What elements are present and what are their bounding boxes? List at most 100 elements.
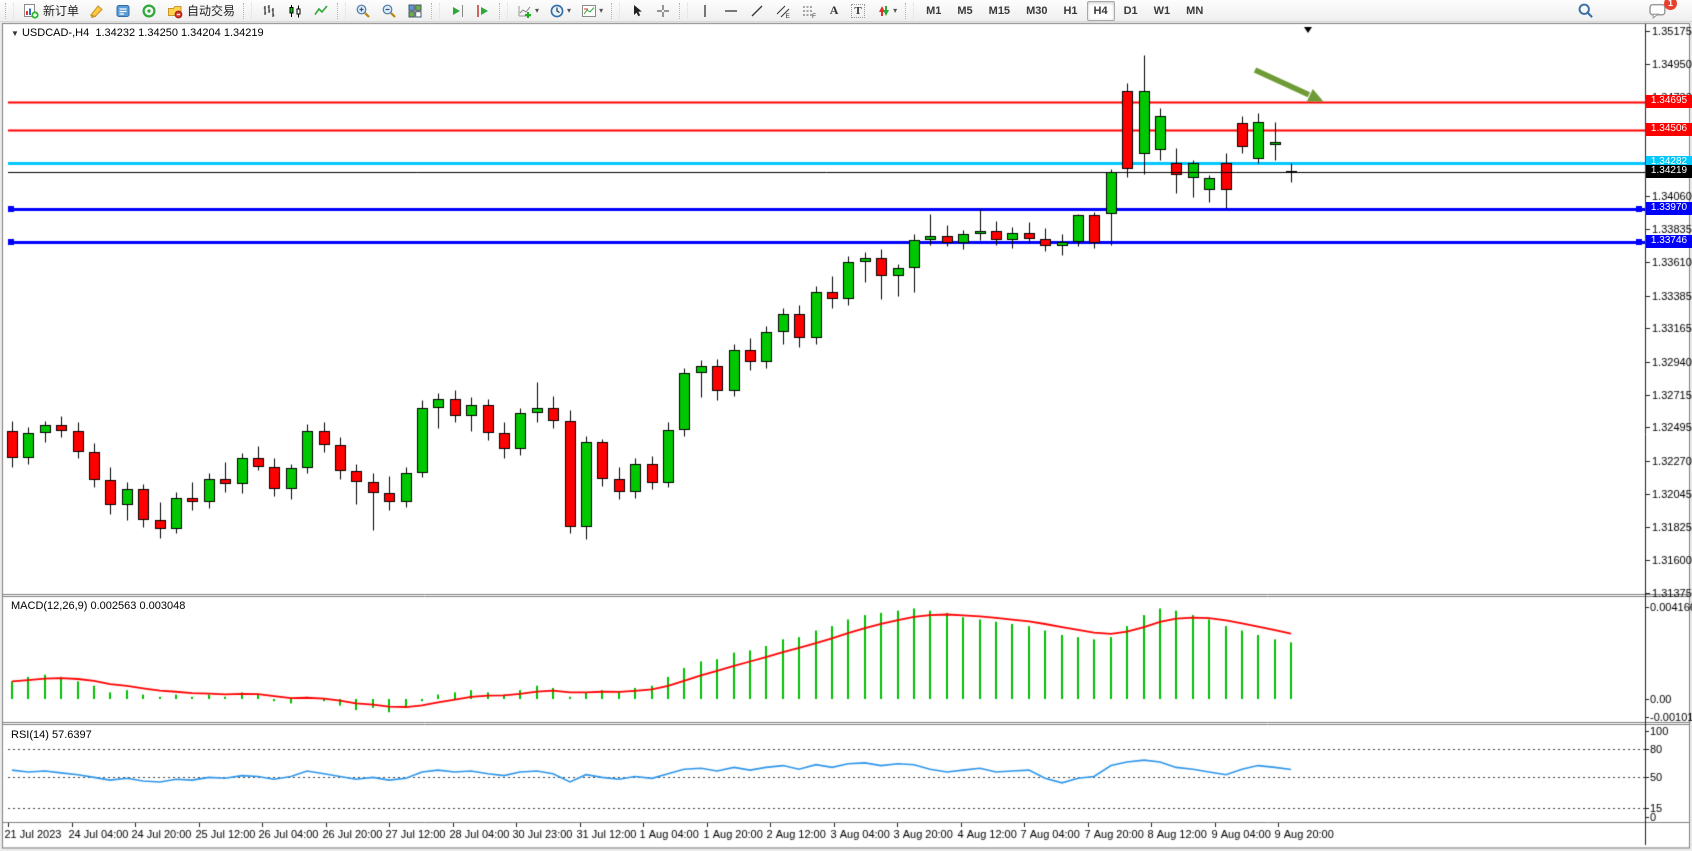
periods-button[interactable]: ▾ [545, 1, 575, 21]
ohlc-close: 1.34219 [223, 27, 264, 39]
tile-windows-icon [408, 4, 422, 17]
auto-trading-icon [168, 5, 183, 18]
vertical-line-icon [704, 4, 706, 17]
toolbar-grip[interactable] [243, 2, 253, 19]
cursor-icon [634, 4, 642, 16]
toolbar-grip[interactable] [499, 2, 509, 19]
candlestick-chart-button[interactable] [283, 1, 307, 21]
auto-scroll-icon [453, 4, 464, 17]
navigator-button[interactable] [137, 1, 161, 21]
trendline-button[interactable] [745, 1, 769, 21]
chevron-down-icon: ▾ [893, 6, 898, 15]
equidistant-channel-button[interactable]: E [771, 1, 795, 21]
auto-trading-label: 自动交易 [187, 4, 236, 18]
zoom-out-icon [382, 4, 396, 18]
clock-icon [550, 4, 564, 17]
market-watch-icon [90, 4, 103, 18]
navigator-icon [142, 3, 156, 18]
fibonacci-button[interactable]: F [797, 1, 821, 21]
cursor-button[interactable] [625, 1, 649, 21]
auto-scroll-button[interactable] [445, 1, 469, 21]
candlestick-chart-icon [289, 4, 301, 17]
chart-symbol-title: USDCAD-,H4 [21, 27, 90, 39]
data-window-button[interactable] [111, 1, 135, 21]
data-window-icon [116, 4, 130, 17]
templates-button[interactable]: ▾ [577, 1, 607, 21]
toolbar-grip[interactable] [5, 2, 14, 19]
horizontal-line-button[interactable] [719, 1, 743, 21]
toolbar-grip[interactable] [905, 2, 915, 19]
text-label-button[interactable]: T [847, 1, 869, 21]
text-tool-icon: A [829, 3, 839, 17]
vertical-line-button[interactable] [693, 1, 717, 21]
notifications-button[interactable]: 1 [1645, 0, 1677, 21]
timeframe-button-m15[interactable]: M15 [982, 1, 1017, 21]
timeframe-button-w1[interactable]: W1 [1147, 1, 1178, 21]
ohlc-high: 1.34250 [138, 27, 178, 39]
bar-chart-button[interactable] [257, 1, 281, 21]
arrow-objects-icon [879, 5, 890, 16]
line-chart-icon [314, 4, 328, 15]
notification-badge: 1 [1664, 0, 1677, 10]
timeframe-button-h4[interactable]: H4 [1086, 0, 1115, 21]
crosshair-icon [657, 4, 670, 17]
ohlc-open: 1.34232 [95, 27, 136, 39]
chart-shift-button[interactable] [471, 1, 495, 21]
macd-signal-value: 0.003048 [139, 600, 186, 612]
toolbar-grip[interactable] [337, 2, 347, 19]
price-badge: 1.34506 [1646, 123, 1692, 136]
chart-header: ▼ USDCAD-,H4 1.34232 1.34250 1.34204 1.3… [11, 27, 264, 39]
svg-text:E: E [786, 13, 791, 19]
horizontal-line-icon [725, 9, 738, 12]
new-order-icon [24, 3, 39, 19]
timeframe-button-h1[interactable]: H1 [1056, 1, 1084, 21]
fibonacci-icon: F [803, 6, 816, 19]
market-watch-button[interactable] [85, 1, 109, 21]
auto-trading-button[interactable]: 自动交易 [163, 1, 239, 21]
zoom-in-button[interactable] [351, 1, 375, 21]
svg-text:F: F [812, 13, 816, 19]
toolbar: 新订单 自动交易 ▾ ▾ [0, 0, 1692, 22]
price-badge: 1.33746 [1646, 235, 1692, 248]
bar-chart-icon [263, 4, 275, 17]
timeframe-button-mn[interactable]: MN [1179, 1, 1210, 21]
line-chart-button[interactable] [309, 1, 333, 21]
price-badge: 1.34695 [1646, 95, 1692, 108]
price-badge: 1.34219 [1646, 165, 1692, 178]
timeframe-button-m5[interactable]: M5 [950, 1, 979, 21]
ohlc-low: 1.34204 [181, 27, 221, 39]
new-order-button[interactable]: 新订单 [19, 1, 83, 21]
timeframe-button-m30[interactable]: M30 [1019, 1, 1054, 21]
arrow-objects-button[interactable]: ▾ [871, 1, 901, 21]
text-tool-button[interactable]: A [823, 1, 845, 21]
rsi-indicator-label: RSI(14) 57.6397 [11, 729, 92, 741]
timeframe-button-m1[interactable]: M1 [919, 1, 948, 21]
templates-icon [582, 4, 597, 17]
chevron-down-icon: ▾ [535, 6, 540, 15]
rsi-value: 57.6397 [51, 729, 92, 741]
search-button[interactable] [1573, 1, 1598, 21]
chat-icon [1649, 3, 1666, 19]
toolbar-grip[interactable] [679, 2, 689, 19]
indicators-icon [518, 5, 532, 18]
toolbar-grip[interactable] [611, 2, 621, 19]
timeframe-button-d1[interactable]: D1 [1117, 1, 1145, 21]
chart-shift-icon [477, 4, 489, 17]
zoom-in-icon [356, 4, 370, 18]
macd-main-value: 0.002563 [90, 600, 137, 612]
chevron-down-icon: ▾ [567, 6, 572, 15]
price-badge: 1.33970 [1646, 202, 1692, 215]
crosshair-button[interactable] [651, 1, 675, 21]
chevron-down-icon: ▾ [599, 6, 604, 15]
indicators-button[interactable]: ▾ [513, 1, 543, 21]
tile-windows-button[interactable] [403, 1, 427, 21]
toolbar-grip[interactable] [431, 2, 441, 19]
search-icon [1578, 3, 1593, 18]
text-label-icon: T [851, 3, 865, 18]
equidistant-channel-icon: E [776, 5, 791, 19]
trendline-icon [751, 5, 763, 16]
collapse-icon[interactable]: ▼ [11, 29, 19, 38]
zoom-out-button[interactable] [377, 1, 401, 21]
